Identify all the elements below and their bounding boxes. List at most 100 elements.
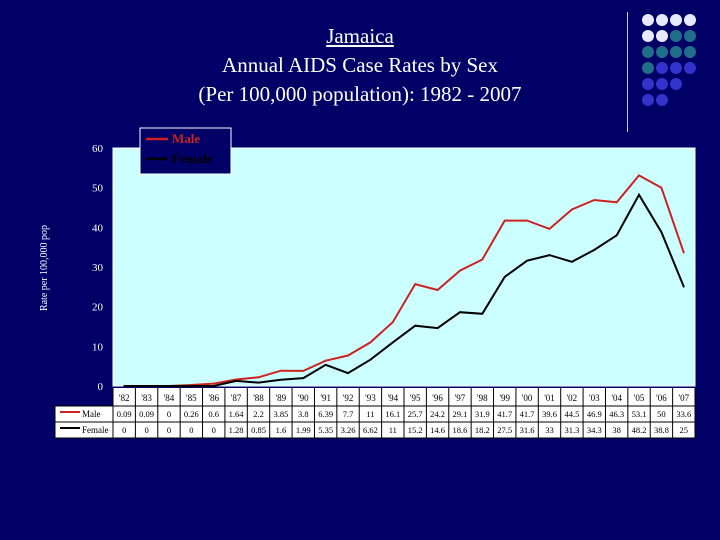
y-tick-label: 30	[92, 262, 104, 274]
decor-dot	[642, 94, 654, 106]
female-point	[212, 385, 215, 387]
table-cell-value: 41.7	[520, 409, 535, 419]
female-point	[459, 311, 461, 314]
table-cell-value: 0.09	[117, 409, 132, 419]
table-cell-value: 3.26	[341, 425, 356, 435]
y-tick-label: 60	[92, 143, 104, 155]
male-point	[571, 208, 573, 211]
table-cell-value: 44.5	[564, 409, 579, 419]
male-point	[392, 321, 394, 323]
decor-dot	[642, 62, 654, 74]
x-category-label: '01	[544, 393, 555, 403]
female-point	[414, 324, 416, 327]
table-cell-value: 46.9	[587, 409, 602, 419]
table-cell-value: 5.35	[318, 425, 333, 435]
decor-dot	[684, 30, 696, 42]
male-point	[593, 199, 596, 201]
y-tick-label: 40	[92, 222, 104, 234]
decor-dot	[684, 14, 696, 26]
decor-dot	[670, 78, 682, 90]
title-line-2: Annual AIDS Case Rates by Sex	[222, 53, 498, 77]
table-cell-value: 38	[612, 425, 621, 435]
male-point	[503, 219, 506, 222]
x-category-label: '94	[387, 393, 398, 403]
male-point	[235, 378, 237, 381]
series-line-female	[124, 192, 685, 387]
decor-dot	[670, 30, 682, 42]
x-category-label: '93	[365, 393, 376, 403]
decor-dot	[684, 46, 696, 58]
decorative-divider	[627, 12, 628, 132]
female-point	[302, 377, 305, 379]
series-line-male	[168, 174, 685, 387]
decor-dot	[642, 78, 654, 90]
x-category-label: '82	[119, 393, 130, 403]
table-cell-value: 11	[366, 409, 374, 419]
female-point	[526, 259, 528, 262]
female-point	[257, 381, 260, 384]
male-point	[459, 269, 461, 272]
x-category-label: '89	[276, 393, 287, 403]
male-point	[347, 354, 349, 357]
table-cell-value: 24.2	[430, 409, 445, 419]
table-cell-value: 31.9	[475, 409, 490, 419]
x-category-label: '90	[298, 393, 309, 403]
male-point	[369, 341, 372, 344]
table-cell-value: 0	[122, 425, 126, 435]
table-cell-value: 53.1	[632, 409, 647, 419]
female-point	[324, 363, 327, 366]
y-tick-label: 50	[92, 183, 104, 195]
x-category-label: '02	[567, 393, 578, 403]
table-cell-value: 41.7	[497, 409, 512, 419]
x-category-label: '84	[164, 393, 175, 403]
female-point	[145, 385, 148, 387]
x-category-label: '00	[522, 393, 533, 403]
x-category-label: '85	[186, 393, 197, 403]
table-cell-value: 14.6	[430, 425, 445, 435]
x-category-label: '03	[589, 393, 600, 403]
y-tick-label: 20	[92, 302, 104, 314]
slide-title: Jamaica Annual AIDS Case Rates by Sex (P…	[80, 22, 640, 109]
x-category-label: '83	[141, 393, 152, 403]
x-category-label: '06	[656, 393, 667, 403]
decor-dot	[656, 46, 668, 58]
female-point	[593, 249, 596, 251]
title-line-1: Jamaica	[326, 24, 394, 48]
female-point	[503, 276, 506, 278]
x-category-label: '95	[410, 393, 421, 403]
female-point	[347, 372, 349, 374]
female-point	[280, 378, 282, 381]
decor-dot	[670, 46, 682, 58]
male-point	[414, 283, 416, 285]
female-point	[660, 231, 663, 233]
table-cell-value: 1.64	[229, 409, 245, 419]
table-cell-value: 25.7	[408, 409, 423, 419]
table-cell-value: 7.7	[343, 409, 354, 419]
decor-dot	[656, 30, 668, 42]
x-category-label: '87	[231, 393, 242, 403]
female-point	[683, 286, 685, 288]
decor-dot	[642, 46, 654, 58]
x-category-label: '91	[320, 393, 331, 403]
legend-label-male: Male	[172, 131, 200, 146]
table-row-label: Male	[82, 409, 101, 419]
table-cell-value: 0	[167, 409, 171, 419]
male-point	[436, 289, 439, 291]
table-cell-value: 0	[144, 425, 148, 435]
decor-dot	[642, 30, 654, 42]
table-cell-value: 50	[657, 409, 666, 419]
table-cell-value: 11	[389, 425, 397, 435]
female-point	[548, 254, 551, 256]
male-point	[481, 258, 484, 261]
table-cell-value: 3.8	[298, 409, 309, 419]
x-category-label: '04	[611, 393, 622, 403]
male-point	[212, 382, 215, 385]
table-cell-value: 0	[189, 425, 193, 435]
x-category-label: '98	[477, 393, 488, 403]
table-cell-value: 0.6	[208, 409, 219, 419]
male-point	[660, 186, 663, 189]
table-cell-value: 6.39	[318, 409, 333, 419]
table-cell-value: 0.09	[139, 409, 154, 419]
female-point	[638, 194, 640, 196]
